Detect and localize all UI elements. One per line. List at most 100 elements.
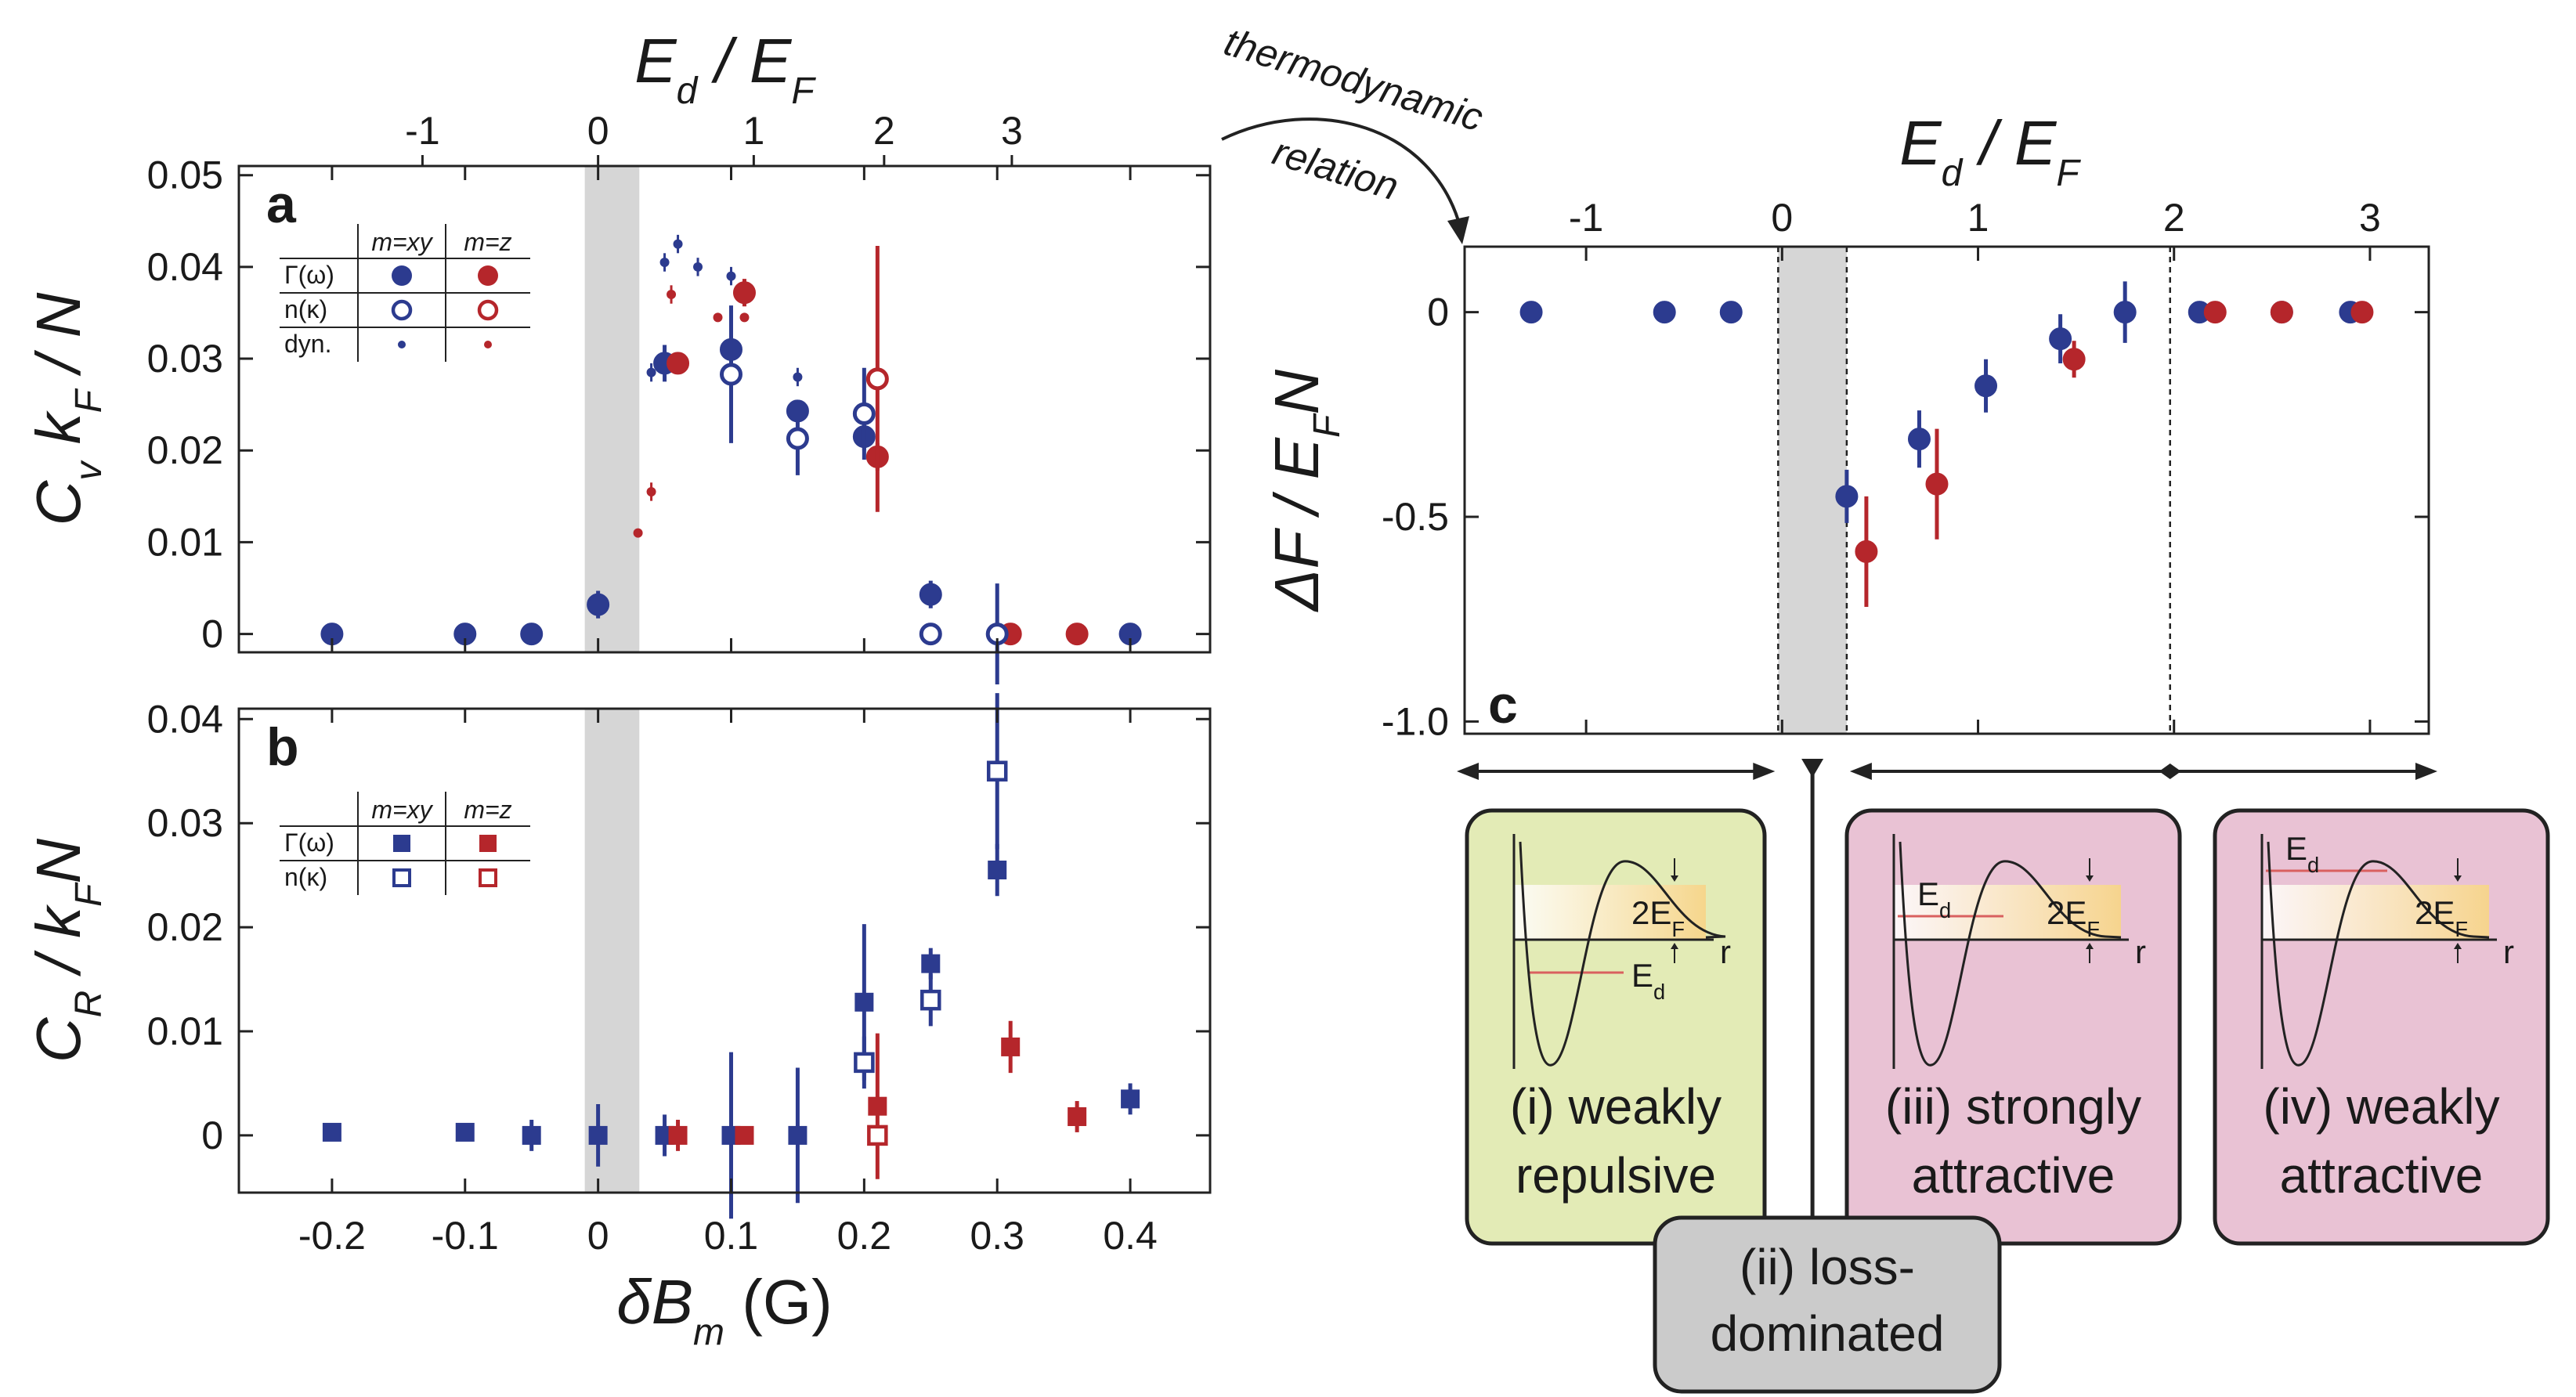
data-point (520, 623, 544, 646)
legend-row-label: dyn. (284, 330, 331, 358)
data-point (2270, 301, 2293, 324)
shaded-region (584, 709, 640, 1193)
ed-label: Ed (1917, 875, 1951, 922)
region-label: (ii) loss- (1740, 1239, 1915, 1295)
data-point (713, 312, 723, 323)
top-axis-title: Ed / EF (634, 26, 816, 112)
x-tick-label: -0.1 (432, 1214, 499, 1258)
data-point (667, 352, 690, 375)
data-point (667, 290, 677, 300)
legend-marker (391, 299, 413, 321)
data-point (1855, 540, 1878, 563)
data-point (1719, 301, 1743, 324)
plot-frame (237, 707, 1212, 1194)
x-tick-label: 0.4 (1103, 1214, 1158, 1258)
panel-label: b (266, 717, 299, 777)
annotation-text: relation (1268, 129, 1404, 209)
legend-header: m=xy (371, 228, 433, 256)
shaded-region (1778, 247, 1847, 734)
arrow-head (1447, 216, 1469, 244)
top-tick-label: 0 (1771, 196, 1793, 240)
data-point (668, 1125, 688, 1145)
arrow-head (1671, 875, 1678, 882)
data-point (2049, 327, 2072, 351)
data-point (986, 760, 1008, 782)
data-point (1519, 301, 1543, 324)
shaded-region (584, 166, 640, 652)
arrow-head (1849, 763, 1872, 780)
potential-curve (2267, 841, 2490, 1067)
data-point (2203, 301, 2227, 324)
r-label: r (1720, 933, 1731, 970)
data-point (588, 1125, 608, 1145)
legend-row-label: n(κ) (284, 863, 327, 891)
ed-label: Ed (2285, 830, 2319, 877)
data-point (788, 1125, 807, 1145)
ed-label: Ed (1631, 957, 1665, 1004)
panel-b: 0 0.01 0.02 0.03 0.04 -0.2 -0.1 0 0.1 0.2 0.3 0.4 CR… (23, 693, 1212, 1353)
arrow-head (2454, 875, 2462, 882)
y-tick-label: 0.04 (147, 245, 223, 289)
arrow-head (1753, 763, 1776, 780)
x-tick-label: 0.1 (704, 1214, 759, 1258)
region-box (1653, 1215, 2002, 1394)
series-z-open-circle (865, 245, 889, 512)
y-tick-label: 0.04 (147, 697, 223, 741)
series-xy-open-square (854, 693, 1008, 1089)
data-point (1121, 1089, 1140, 1109)
data-point (919, 583, 942, 606)
data-point (587, 593, 610, 616)
data-point (735, 1125, 754, 1145)
data-point (693, 262, 703, 272)
fermi-band (1514, 885, 1706, 940)
arrow-junction (2159, 763, 2181, 779)
data-point (854, 1052, 875, 1074)
data-point (673, 239, 683, 249)
data-point (786, 427, 809, 450)
top-tick-label: 1 (742, 109, 764, 153)
legend-marker (479, 835, 497, 852)
region-label: (iv) weakly (2263, 1078, 2499, 1135)
panel-label: c (1488, 675, 1518, 735)
legend-marker (478, 265, 498, 286)
data-point (455, 1122, 475, 1142)
y-axis-title: ΔF / EFN (1262, 370, 1348, 612)
region-box-ii: (ii) loss-dominated (1653, 1215, 2002, 1394)
x-tick-label: -0.2 (298, 1214, 366, 1258)
data-point (2062, 348, 2086, 371)
legend: m=xy m=z Γ(ω) n(κ) (280, 792, 530, 895)
legend-row-label: Γ(ω) (284, 828, 334, 857)
data-point (322, 1122, 341, 1142)
region-box-i: Ed 2EF r (i) weakly repulsive (1465, 808, 1767, 1246)
data-point (920, 989, 941, 1011)
data-point (1653, 301, 1676, 324)
y-tick-label: 0.02 (147, 428, 223, 472)
y-axis-title: Cv kF / N (23, 292, 110, 525)
y-tick-label: -1.0 (1382, 699, 1449, 743)
data-point (2113, 301, 2137, 324)
data-point (726, 271, 736, 281)
data-point (739, 312, 750, 323)
plot-frame (1463, 245, 2430, 735)
data-point (1974, 374, 1998, 398)
top-tick-label: 2 (873, 109, 895, 153)
data-point (1065, 623, 1089, 646)
data-point (852, 402, 876, 425)
data-point (732, 281, 756, 305)
y-tick-label: 0 (201, 612, 223, 656)
series-z-filled-circle (1855, 301, 2374, 607)
data-point (633, 528, 643, 538)
x-tick-label: 0.2 (837, 1214, 892, 1258)
top-tick-label: -1 (405, 109, 439, 153)
legend-header: m=z (464, 796, 511, 824)
data-point (988, 861, 1007, 879)
y-tick-label: 0.03 (147, 801, 223, 845)
panel-label: a (266, 175, 297, 234)
arrow-junction (1801, 759, 1824, 778)
top-tick-label: 0 (587, 109, 609, 153)
data-point (793, 372, 803, 382)
legend: m=xy m=z Γ(ω) n(κ) dyn. (280, 224, 530, 362)
y-tick-label: 0.01 (147, 520, 223, 564)
top-tick-label: 3 (1001, 109, 1023, 153)
